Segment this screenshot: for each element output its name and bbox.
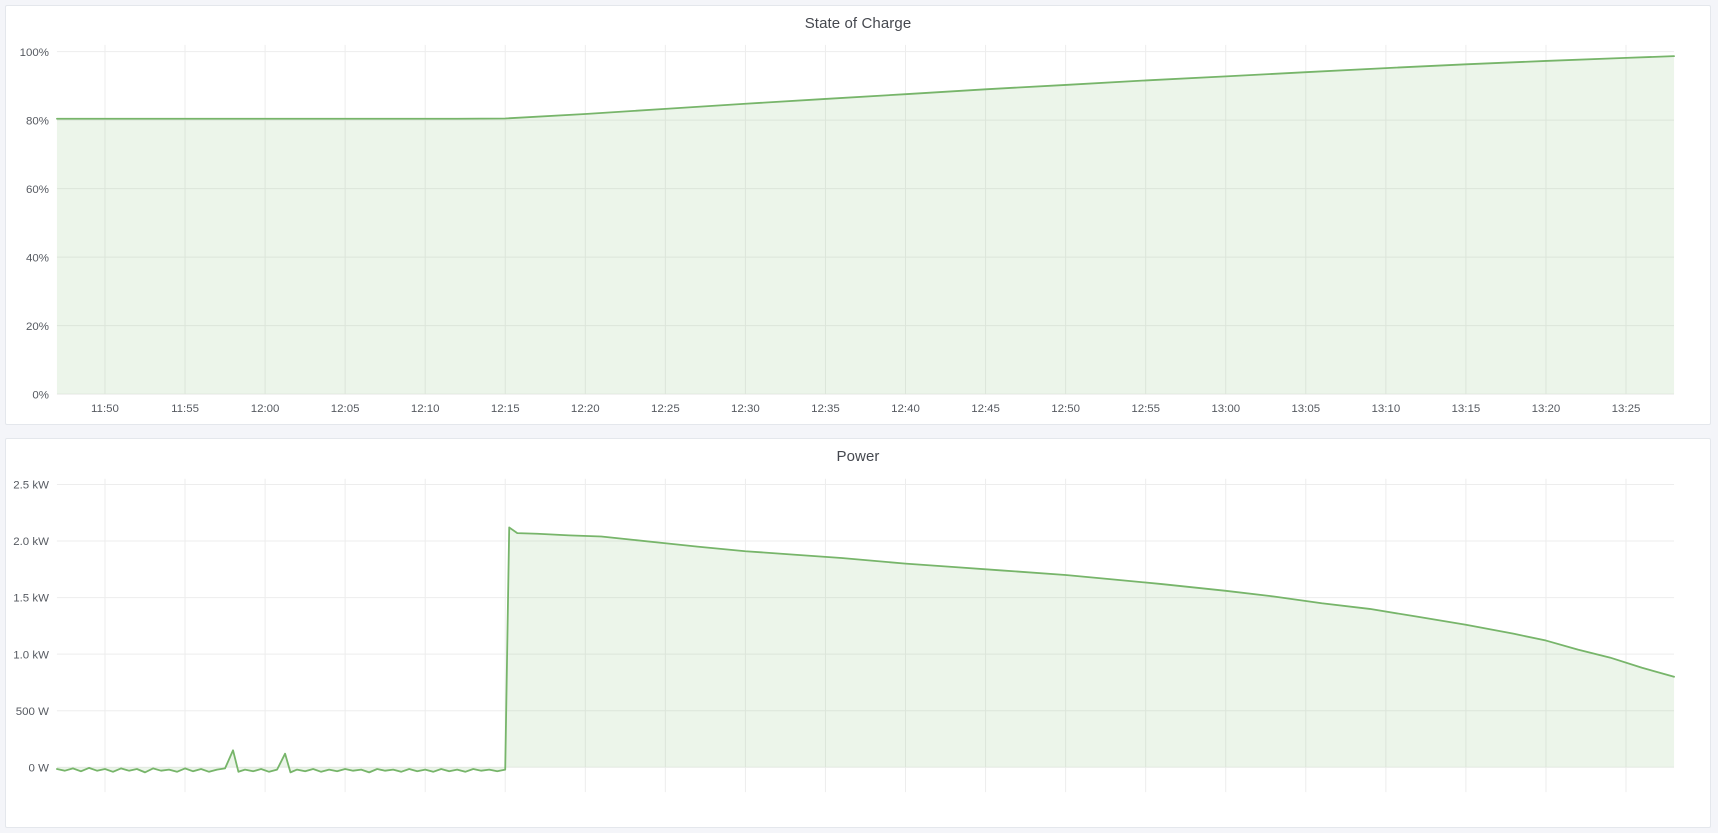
svg-text:12:20: 12:20 bbox=[571, 403, 600, 415]
power-chart[interactable]: 0 W 500 W 1.0 kW 1.5 kW 2.0 kW 2.5 kW bbox=[6, 439, 1710, 827]
power-panel: 0 W 500 W 1.0 kW 1.5 kW 2.0 kW 2.5 kW Power bbox=[5, 438, 1711, 828]
state-of-charge-panel: 0% 20% 40% 60% 80% 100% 11:50 11:55 12:00 12:05 12… bbox=[5, 5, 1711, 425]
svg-text:0 W: 0 W bbox=[29, 762, 50, 774]
svg-text:12:30: 12:30 bbox=[731, 403, 760, 415]
svg-text:12:55: 12:55 bbox=[1131, 403, 1160, 415]
svg-text:2.5 kW: 2.5 kW bbox=[13, 480, 49, 492]
svg-text:500 W: 500 W bbox=[16, 706, 49, 718]
svg-text:40%: 40% bbox=[26, 252, 49, 264]
svg-text:13:25: 13:25 bbox=[1612, 403, 1641, 415]
svg-text:12:45: 12:45 bbox=[971, 403, 1000, 415]
x-axis-labels: 11:50 11:55 12:00 12:05 12:10 12:15 12:20 12:25… bbox=[91, 403, 1640, 415]
svg-text:2.0 kW: 2.0 kW bbox=[13, 536, 49, 548]
svg-text:11:55: 11:55 bbox=[171, 403, 199, 415]
state-of-charge-chart[interactable]: 0% 20% 40% 60% 80% 100% 11:50 11:55 12:00 12:05 12… bbox=[6, 6, 1710, 424]
svg-text:0%: 0% bbox=[32, 389, 49, 401]
svg-text:12:50: 12:50 bbox=[1051, 403, 1080, 415]
svg-text:12:15: 12:15 bbox=[491, 403, 520, 415]
grid-lines bbox=[56, 44, 1675, 395]
series-area bbox=[56, 56, 1675, 395]
svg-text:12:05: 12:05 bbox=[331, 403, 360, 415]
panel-title-power[interactable]: Power bbox=[836, 448, 880, 465]
svg-text:1.0 kW: 1.0 kW bbox=[13, 649, 49, 661]
svg-text:13:05: 13:05 bbox=[1291, 403, 1320, 415]
svg-text:12:25: 12:25 bbox=[651, 403, 680, 415]
svg-text:11:50: 11:50 bbox=[91, 403, 119, 415]
y-axis-labels: 0 W 500 W 1.0 kW 1.5 kW 2.0 kW 2.5 kW bbox=[13, 480, 49, 775]
svg-text:12:40: 12:40 bbox=[891, 403, 920, 415]
svg-text:13:15: 13:15 bbox=[1452, 403, 1481, 415]
svg-text:13:00: 13:00 bbox=[1211, 403, 1240, 415]
svg-text:12:00: 12:00 bbox=[251, 403, 280, 415]
svg-text:13:20: 13:20 bbox=[1532, 403, 1561, 415]
svg-text:12:10: 12:10 bbox=[411, 403, 440, 415]
series-line bbox=[56, 55, 1675, 120]
y-axis-labels: 0% 20% 40% 60% 80% 100% bbox=[20, 47, 49, 401]
series-line bbox=[56, 526, 1675, 774]
svg-text:100%: 100% bbox=[20, 47, 49, 59]
svg-text:13:10: 13:10 bbox=[1371, 403, 1400, 415]
panel-title-state-of-charge[interactable]: State of Charge bbox=[804, 15, 912, 32]
grid-lines bbox=[56, 478, 1675, 793]
svg-text:60%: 60% bbox=[26, 184, 49, 196]
svg-text:1.5 kW: 1.5 kW bbox=[13, 593, 49, 605]
svg-text:20%: 20% bbox=[26, 321, 49, 333]
series-area bbox=[56, 527, 1675, 773]
svg-text:80%: 80% bbox=[26, 115, 49, 127]
svg-text:12:35: 12:35 bbox=[811, 403, 840, 415]
